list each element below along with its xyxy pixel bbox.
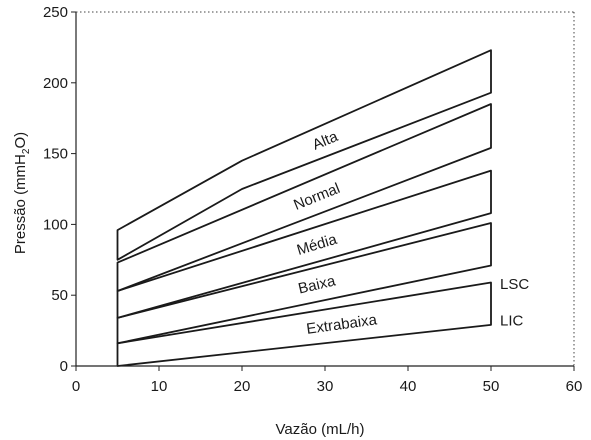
x-tick-label: 30 — [317, 378, 334, 395]
band-alta — [116, 49, 492, 261]
band-baixa — [116, 222, 492, 345]
limit-label-lic: LIC — [500, 313, 524, 330]
x-tick-label: 10 — [151, 378, 168, 395]
y-tick-label: 100 — [43, 216, 68, 233]
x-tick-label: 20 — [234, 378, 251, 395]
x-tick-label: 50 — [483, 378, 500, 395]
y-tick-label: 200 — [43, 75, 68, 92]
axis-ticks: 0 10 20 30 40 50 60 0 50 100 150 200 250 — [43, 4, 582, 395]
y-axis-title-end: O) — [12, 132, 29, 149]
x-tick-label: 0 — [72, 378, 80, 395]
y-axis-title-main: Pressão (mmH — [12, 154, 29, 254]
y-axis-title-subscript: 2 — [21, 148, 32, 154]
band-normal — [116, 103, 492, 292]
x-tick-label: 40 — [400, 378, 417, 395]
y-tick-label: 150 — [43, 146, 68, 163]
band-mdia — [116, 169, 492, 319]
y-tick-label: 50 — [51, 287, 68, 304]
y-tick-label: 0 — [60, 358, 68, 375]
band-extrabaixa — [116, 281, 492, 367]
x-tick-label: 60 — [566, 378, 583, 395]
y-axis-title: Pressão (mmH2O) — [12, 132, 32, 254]
limit-label-lsc: LSC — [500, 276, 529, 293]
bands-group — [116, 49, 492, 367]
y-tick-label: 250 — [43, 4, 68, 21]
x-axis-title: Vazão (mL/h) — [276, 421, 365, 438]
